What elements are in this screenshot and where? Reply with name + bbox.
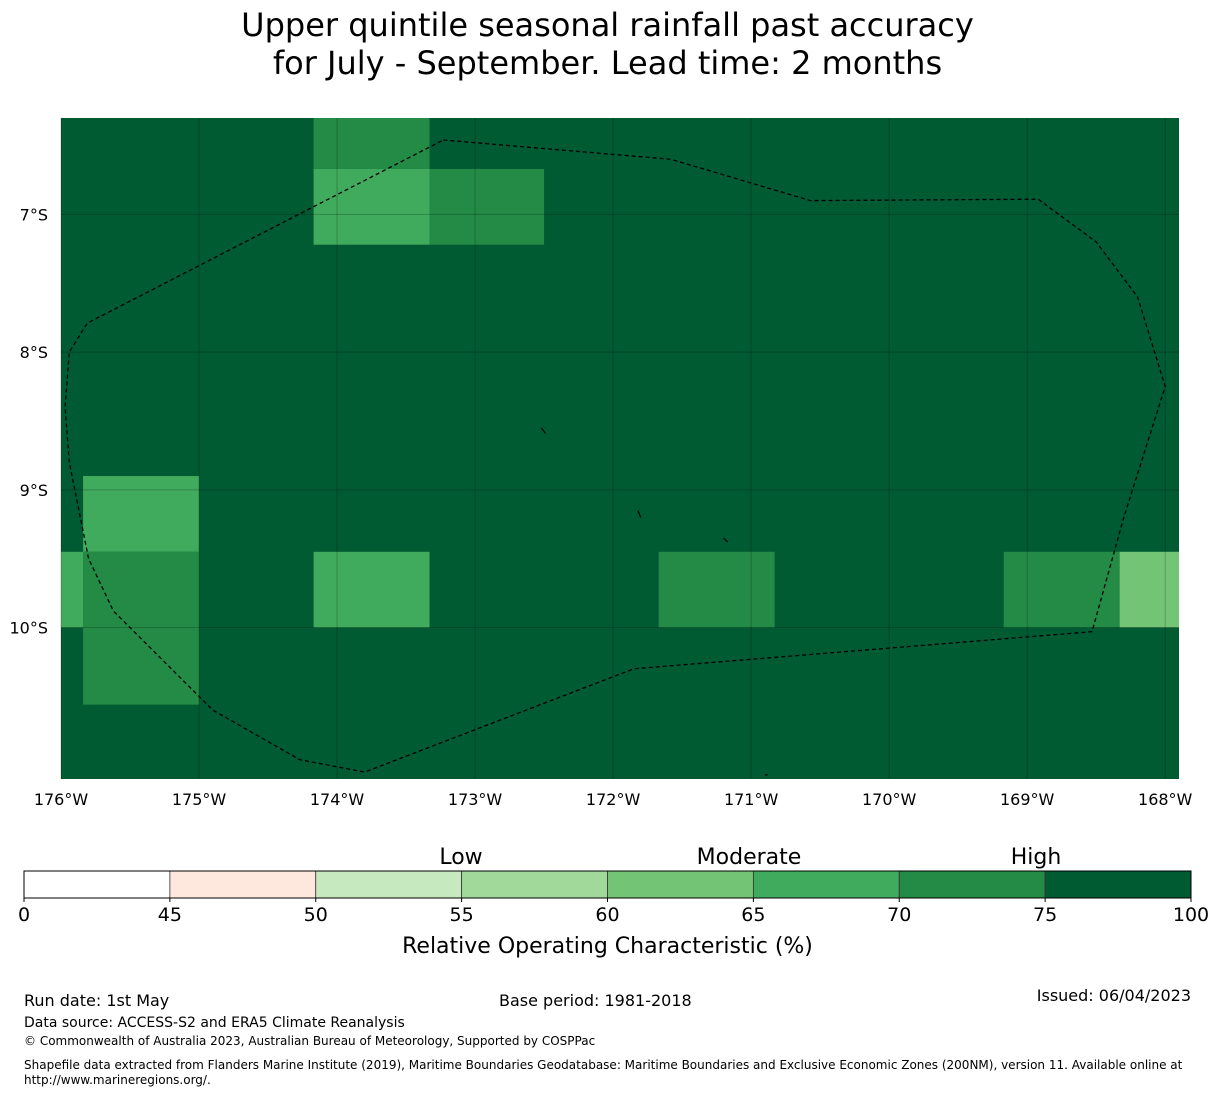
base-period: Base period: 1981-2018: [499, 991, 692, 1010]
colorbar-category-label: High: [1011, 845, 1062, 870]
island-outline: [637, 510, 642, 518]
colorbar-tick-label: 60: [595, 904, 619, 926]
longitude-label: 171°W: [724, 790, 779, 809]
longitude-label: 170°W: [862, 790, 917, 809]
copyright-notice: © Commonwealth of Australia 2023, Austra…: [24, 1034, 596, 1048]
longitude-label: 173°W: [448, 790, 503, 809]
colorbar-segment: [23, 870, 171, 899]
accuracy-cell: [83, 476, 200, 552]
latitude-label: 9°S: [20, 481, 48, 500]
island-outline: [723, 537, 729, 543]
colorbar-segment: [607, 870, 754, 899]
latitude-label: 7°S: [20, 205, 48, 224]
accuracy-cell: [313, 551, 430, 628]
longitude-label: 172°W: [586, 790, 641, 809]
colorbar-segment: [169, 870, 317, 899]
colorbar-tick-label: 70: [887, 904, 911, 926]
colorbar-tick-label: 100: [1173, 904, 1209, 926]
rainfall-accuracy-map: 7°S 8°S 9°S 10°S 176°W 175°W 174°W 173°W 172°W 17…: [9, 118, 1209, 959]
colorbar-tick-label: 65: [741, 904, 765, 926]
accuracy-cell: [658, 551, 775, 628]
colorbar-tick-label: 45: [158, 904, 182, 926]
latitude-label: 8°S: [20, 343, 48, 362]
accuracy-cell: [313, 118, 430, 169]
title-line-2: for July - September. Lead time: 2 month…: [272, 44, 943, 83]
colorbar-category-label: Moderate: [697, 845, 802, 870]
colorbar-tick-label: 50: [304, 904, 328, 926]
colorbar-segment: [315, 870, 463, 899]
colorbar-segment: [461, 870, 608, 899]
run-date: Run date: 1st May: [24, 991, 170, 1010]
accuracy-cell: [1119, 551, 1179, 628]
longitude-label: 174°W: [310, 790, 365, 809]
accuracy-cell: [429, 168, 545, 245]
shapefile-credit: Shapefile data extracted from Flanders M…: [24, 1058, 1183, 1072]
colorbar-segment: [1044, 870, 1192, 899]
data-source: Data source: ACCESS-S2 and ERA5 Climate …: [24, 1015, 405, 1031]
longitude-label: 175°W: [172, 790, 227, 809]
island-outline: [540, 427, 546, 434]
title-line-1: Upper quintile seasonal rainfall past ac…: [241, 6, 974, 44]
eez-boundary: [64, 139, 1166, 773]
colorbar-tick-label: 55: [450, 904, 474, 926]
accuracy-cell: [83, 551, 200, 705]
longitude-label: 168°W: [1138, 790, 1193, 809]
longitude-label: 176°W: [34, 790, 89, 809]
accuracy-cell: [61, 551, 84, 628]
latitude-label: 10°S: [9, 619, 48, 638]
issued-date: Issued: 06/04/2023: [1036, 986, 1191, 1005]
map-background: [61, 118, 1179, 779]
colorbar-tick-label: 0: [18, 904, 30, 926]
shapefile-url: http://www.marineregions.org/.: [24, 1073, 211, 1087]
colorbar-category-label: Low: [439, 845, 482, 870]
longitude-label: 169°W: [1000, 790, 1055, 809]
colorbar-segment: [898, 870, 1046, 899]
chart-title: Upper quintile seasonal rainfall past ac…: [0, 6, 1215, 83]
colorbar-tick-label: 75: [1033, 904, 1057, 926]
accuracy-cell: [313, 168, 430, 245]
accuracy-cell: [1003, 551, 1120, 628]
colorbar-segment: [752, 870, 900, 899]
colorbar-axis-label: Relative Operating Characteristic (%): [402, 934, 813, 959]
